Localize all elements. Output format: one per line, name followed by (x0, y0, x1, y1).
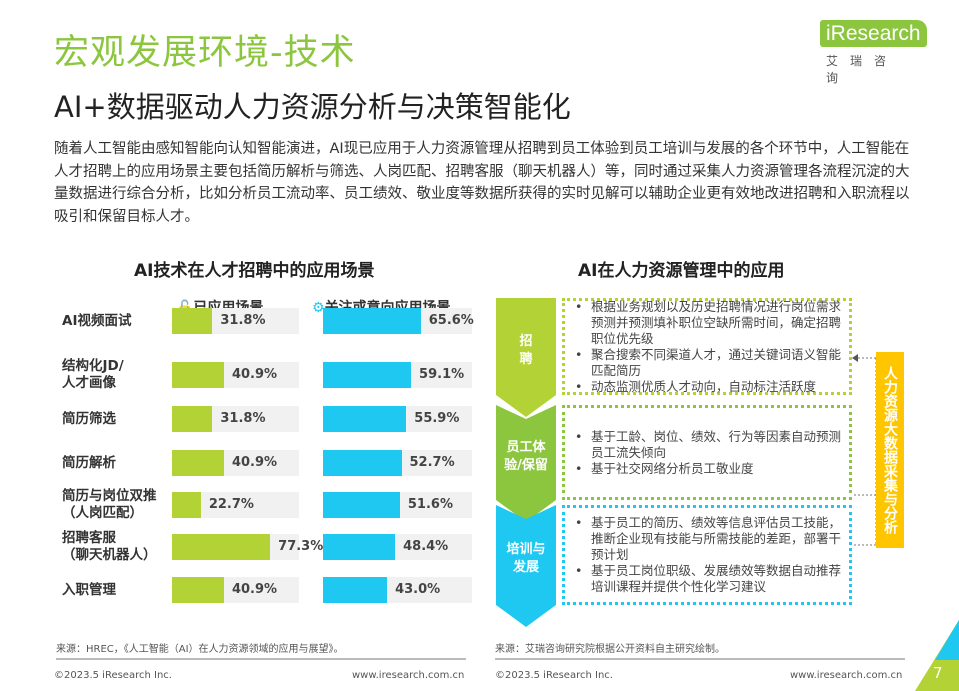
stage-label: 员工体验/保留 (496, 439, 556, 475)
value-label: 48.4% (403, 539, 449, 554)
stage-items: 根据业务规划以及历史招聘情况进行岗位需求预测并预测填补职位空缺所需时间，确定招聘… (573, 299, 841, 395)
bar-interested (323, 492, 400, 518)
divider (495, 658, 905, 660)
value-label: 52.7% (409, 455, 455, 470)
value-label: 40.9% (231, 455, 278, 470)
category-label: 结构化JD/人才画像 (62, 358, 124, 392)
value-label: 77.3% (278, 539, 324, 554)
bar-interested (323, 406, 407, 432)
website-link[interactable]: www.iresearch.com.cn (352, 670, 465, 681)
page-number: 7 (933, 664, 943, 682)
value-label: 31.8% (220, 313, 266, 328)
category-label-line: （人岗匹配） (62, 505, 143, 521)
bar-applied (172, 492, 201, 518)
value-label: 59.1% (419, 367, 465, 382)
stage-items: 基于员工的简历、绩效等信息评估员工技能，推断企业现有技能与所需技能的差距，部署干… (573, 515, 841, 595)
connector-lines (852, 354, 877, 546)
stage-label-line: 发展 (512, 560, 539, 575)
category-label-line: AI视频面试 (62, 312, 132, 329)
bar-applied (172, 450, 224, 476)
stage-label-line: 员工体 (506, 439, 546, 455)
gears-icon: ⚙ (312, 300, 325, 316)
category-label: 简历与岗位双推 （人岗匹配） (62, 488, 157, 522)
bar-interested (323, 450, 402, 476)
category-label-line: 简历解析 (62, 454, 116, 471)
category-label: 简历解析 (62, 455, 116, 472)
stage-label: 招聘 (496, 333, 556, 369)
logo-cn: 艾瑞咨询 (826, 54, 899, 85)
value-label: 40.9% (231, 367, 278, 382)
page-subtitle: AI+数据驱动人力资源分析与决策智能化 (54, 90, 571, 124)
value-label: 51.6% (407, 497, 453, 512)
iresearch-logo: iResearch 艾瑞咨询 (820, 20, 927, 86)
left-section-title: AI技术在人才招聘中的应用场景 (134, 261, 375, 281)
bar-interested (323, 577, 388, 603)
category-label: 简历筛选 (62, 411, 116, 428)
stage-chevron (496, 405, 556, 522)
stage-items: 基于工龄、岗位、绩效、行为等因素自动预测员工流失倾向基于社交网络分析员工敬业度 (573, 429, 841, 477)
value-label: 40.9% (231, 582, 278, 597)
intro-paragraph: 随着人工智能由感知智能向认知智能演进，AI现已应用于人力资源管理从招聘到员工体验… (54, 141, 910, 225)
bar-applied (172, 406, 213, 432)
stage-label: 培训与 发展 (496, 541, 556, 577)
divider (56, 658, 466, 660)
value-label: 31.8% (220, 411, 266, 426)
category-label-line: 招聘客服 (62, 530, 116, 546)
category-label-line: 人才画像 (62, 375, 116, 391)
category-label: AI视频面试 (62, 313, 131, 330)
bar-applied (172, 362, 224, 388)
stage-item: 基于工龄、岗位、绩效、行为等因素自动预测员工流失倾向 (573, 429, 841, 461)
category-label-line: 入职管理 (62, 581, 116, 598)
value-label: 65.6% (428, 313, 474, 328)
copyright: ©2023.5 iResearch Inc. (54, 670, 172, 681)
bar-interested (323, 308, 421, 334)
category-label-line: （聊天机器人） (62, 547, 157, 563)
stage-box: 基于员工的简历、绩效等信息评估员工技能，推断企业现有技能与所需技能的差距，部署干… (562, 505, 852, 605)
side-label-big-data: 人力资源大数据采集与分析 (876, 352, 904, 548)
logo-brand: iResearch (820, 20, 927, 47)
stage-chevron (496, 505, 556, 627)
bar-interested (323, 534, 396, 560)
stage-label-line: 培训与 (506, 542, 546, 557)
bar-applied (172, 534, 271, 560)
source-left: 来源：HREC，《人工智能（AI）在人力资源领域的应用与展望》。 (56, 644, 344, 655)
stage-chevron (496, 298, 556, 417)
copyright: ©2023.5 iResearch Inc. (495, 670, 613, 681)
bar-interested (323, 362, 412, 388)
value-label: 22.7% (208, 497, 254, 512)
stage-label-line: 验/保留 (504, 457, 548, 473)
source-right: 来源：艾瑞咨询研究院根据公开资料自主研究绘制。 (495, 644, 725, 655)
bar-applied (172, 577, 224, 603)
stage-item: 根据业务规划以及历史招聘情况进行岗位需求预测并预测填补职位空缺所需时间，确定招聘… (573, 299, 841, 347)
stage-item: 基于员工岗位职级、发展绩效等数据自动推荐培训课程并提供个性化学习建议 (573, 563, 841, 595)
value-label: 43.0% (395, 582, 441, 597)
website-link[interactable]: www.iresearch.com.cn (790, 670, 903, 681)
page-title: 宏观发展环境-技术 (54, 33, 356, 73)
category-label-line: 简历筛选 (62, 410, 116, 427)
category-label: 招聘客服 （聊天机器人） (62, 530, 157, 564)
stage-label-line: 招 (519, 333, 533, 349)
stage-item: 基于员工的简历、绩效等信息评估员工技能，推断企业现有技能与所需技能的差距，部署干… (573, 515, 841, 563)
stage-item: 动态监测优质人才动向，自动标注活跃度 (573, 379, 841, 395)
corner-decoration (915, 620, 959, 691)
stage-box: 基于工龄、岗位、绩效、行为等因素自动预测员工流失倾向基于社交网络分析员工敬业度 (562, 405, 852, 500)
stage-item: 聚合搜索不同渠道人才，通过关键词语义智能匹配简历 (573, 347, 841, 379)
stage-box: 根据业务规划以及历史招聘情况进行岗位需求预测并预测填补职位空缺所需时间，确定招聘… (562, 298, 852, 395)
category-label: 入职管理 (62, 582, 116, 599)
stage-label-line: 聘 (519, 351, 533, 367)
value-label: 55.9% (414, 411, 460, 426)
stage-item: 基于社交网络分析员工敬业度 (573, 461, 841, 477)
bar-applied (172, 308, 213, 334)
right-section-title: AI在人力资源管理中的应用 (578, 261, 785, 281)
category-label-line: 结构化JD/ (62, 358, 124, 374)
category-label-line: 简历与岗位双推 (62, 488, 157, 504)
